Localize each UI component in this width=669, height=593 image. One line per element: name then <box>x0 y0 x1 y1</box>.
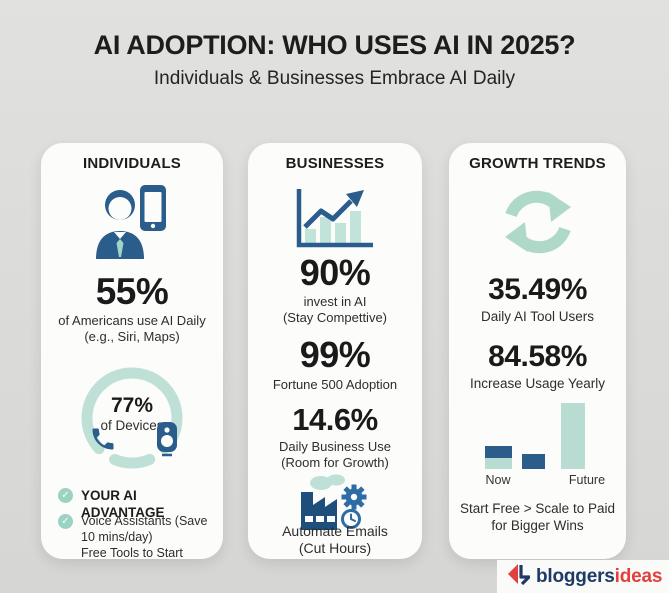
factory-automation-icon <box>248 474 422 537</box>
card-growth-trends: GROWTH TRENDS 35.49% Daily AI Tool Users… <box>449 143 626 559</box>
devices-donut-chart: 77% of Devices <box>76 362 188 474</box>
advantage-title: YOUR AI ADVANTAGE <box>81 488 165 520</box>
page-subtitle: Individuals & Businesses Embrace AI Dail… <box>153 68 516 89</box>
stat-daily-users-value: 35.49% <box>488 273 587 306</box>
stat-daily-users-label: Daily AI Tool Users <box>480 309 595 324</box>
bloggersideas-logo-icon <box>508 562 531 591</box>
advantage-title-row: YOUR AI ADVANTAGE <box>58 487 223 521</box>
stat-daily-use-label-1: Daily Business Use <box>279 439 391 454</box>
page-title: AI ADOPTION: WHO USES AI IN 2025? <box>93 30 576 60</box>
person-with-smartphone-icon <box>41 183 223 264</box>
stat-individuals-label-2: (e.g., Siri, Maps) <box>84 329 180 344</box>
growth-footer-line-1: Start Free > Scale to Paid <box>460 501 615 516</box>
card-individuals: INDIVIDUALS 55% of Americans use AI Dail… <box>41 143 223 559</box>
stat-invest-value: 90% <box>299 252 371 293</box>
businesses-footer-line-1: Automate Emails <box>282 523 388 539</box>
stat-fortune500-label: Fortune 500 Adoption <box>272 377 398 392</box>
phone-handset-icon <box>89 425 117 458</box>
growth-chart-icon <box>248 187 422 256</box>
stat-invest-label-2: (Stay Compettive) <box>282 310 388 325</box>
donut-value: 77% <box>110 394 154 417</box>
card-growth-header: GROWTH TRENDS <box>469 155 606 172</box>
infographic-header: AI ADOPTION: WHO USES AI IN 2025? Indivi… <box>0 30 669 90</box>
card-businesses-header: BUSINESSES <box>285 155 385 172</box>
bar-now-paid-segment <box>485 446 512 458</box>
stat-daily-use-value: 14.6% <box>292 402 378 437</box>
bloggersideas-logo[interactable]: bloggersideas <box>497 560 669 593</box>
advantage-line-2: Free Tools to Start <box>81 546 183 559</box>
growth-footer-line-2: for Bigger Wins <box>491 518 584 533</box>
bar-middle <box>522 454 545 469</box>
advantage-line-1: Voice Assistants (Save 10 mins/day) <box>81 514 208 544</box>
check-icon <box>58 514 73 529</box>
advantage-item-row: Voice Assistants (Save 10 mins/day) Free… <box>58 513 223 559</box>
bar-middle-segment <box>522 454 545 469</box>
x-tick-future: Future <box>568 473 606 487</box>
refresh-cycle-icon <box>449 181 626 268</box>
advantage-lines: Voice Assistants (Save 10 mins/day) Free… <box>81 513 223 559</box>
stat-fortune500-value: 99% <box>299 334 371 375</box>
stat-increase-label: Increase Usage Yearly <box>469 376 606 391</box>
stat-daily-use-label-2: (Room for Growth) <box>281 455 389 470</box>
stat-invest-label-1: invest in AI <box>303 294 367 309</box>
bar-future-segment <box>561 403 585 469</box>
stat-increase-value: 84.58% <box>488 340 587 373</box>
x-tick-now: Now <box>485 473 511 487</box>
logo-text-primary: bloggers <box>536 565 615 587</box>
smart-speaker-icon <box>154 420 180 463</box>
card-individuals-header: INDIVIDUALS <box>82 155 182 172</box>
donut-center-text: 77% of Devices <box>76 394 188 433</box>
check-icon <box>58 488 73 503</box>
bar-now <box>485 446 512 469</box>
businesses-footer-line-2: (Cut Hours) <box>298 540 372 556</box>
stat-individuals-label-1: of Americans use AI Daily <box>58 313 206 328</box>
bar-now-free-segment <box>485 458 512 469</box>
donut-label: of Devices <box>100 418 164 433</box>
now-future-bar-chart <box>485 403 589 469</box>
logo-text-accent: ideas <box>614 565 663 587</box>
bar-future <box>561 403 585 469</box>
bloggersideas-logo-text: bloggersideas <box>536 566 662 588</box>
donut-ring <box>81 367 183 469</box>
card-businesses: BUSINESSES 90% invest in AI (Stay Compet… <box>248 143 422 559</box>
stat-individuals-value: 55% <box>95 271 169 312</box>
